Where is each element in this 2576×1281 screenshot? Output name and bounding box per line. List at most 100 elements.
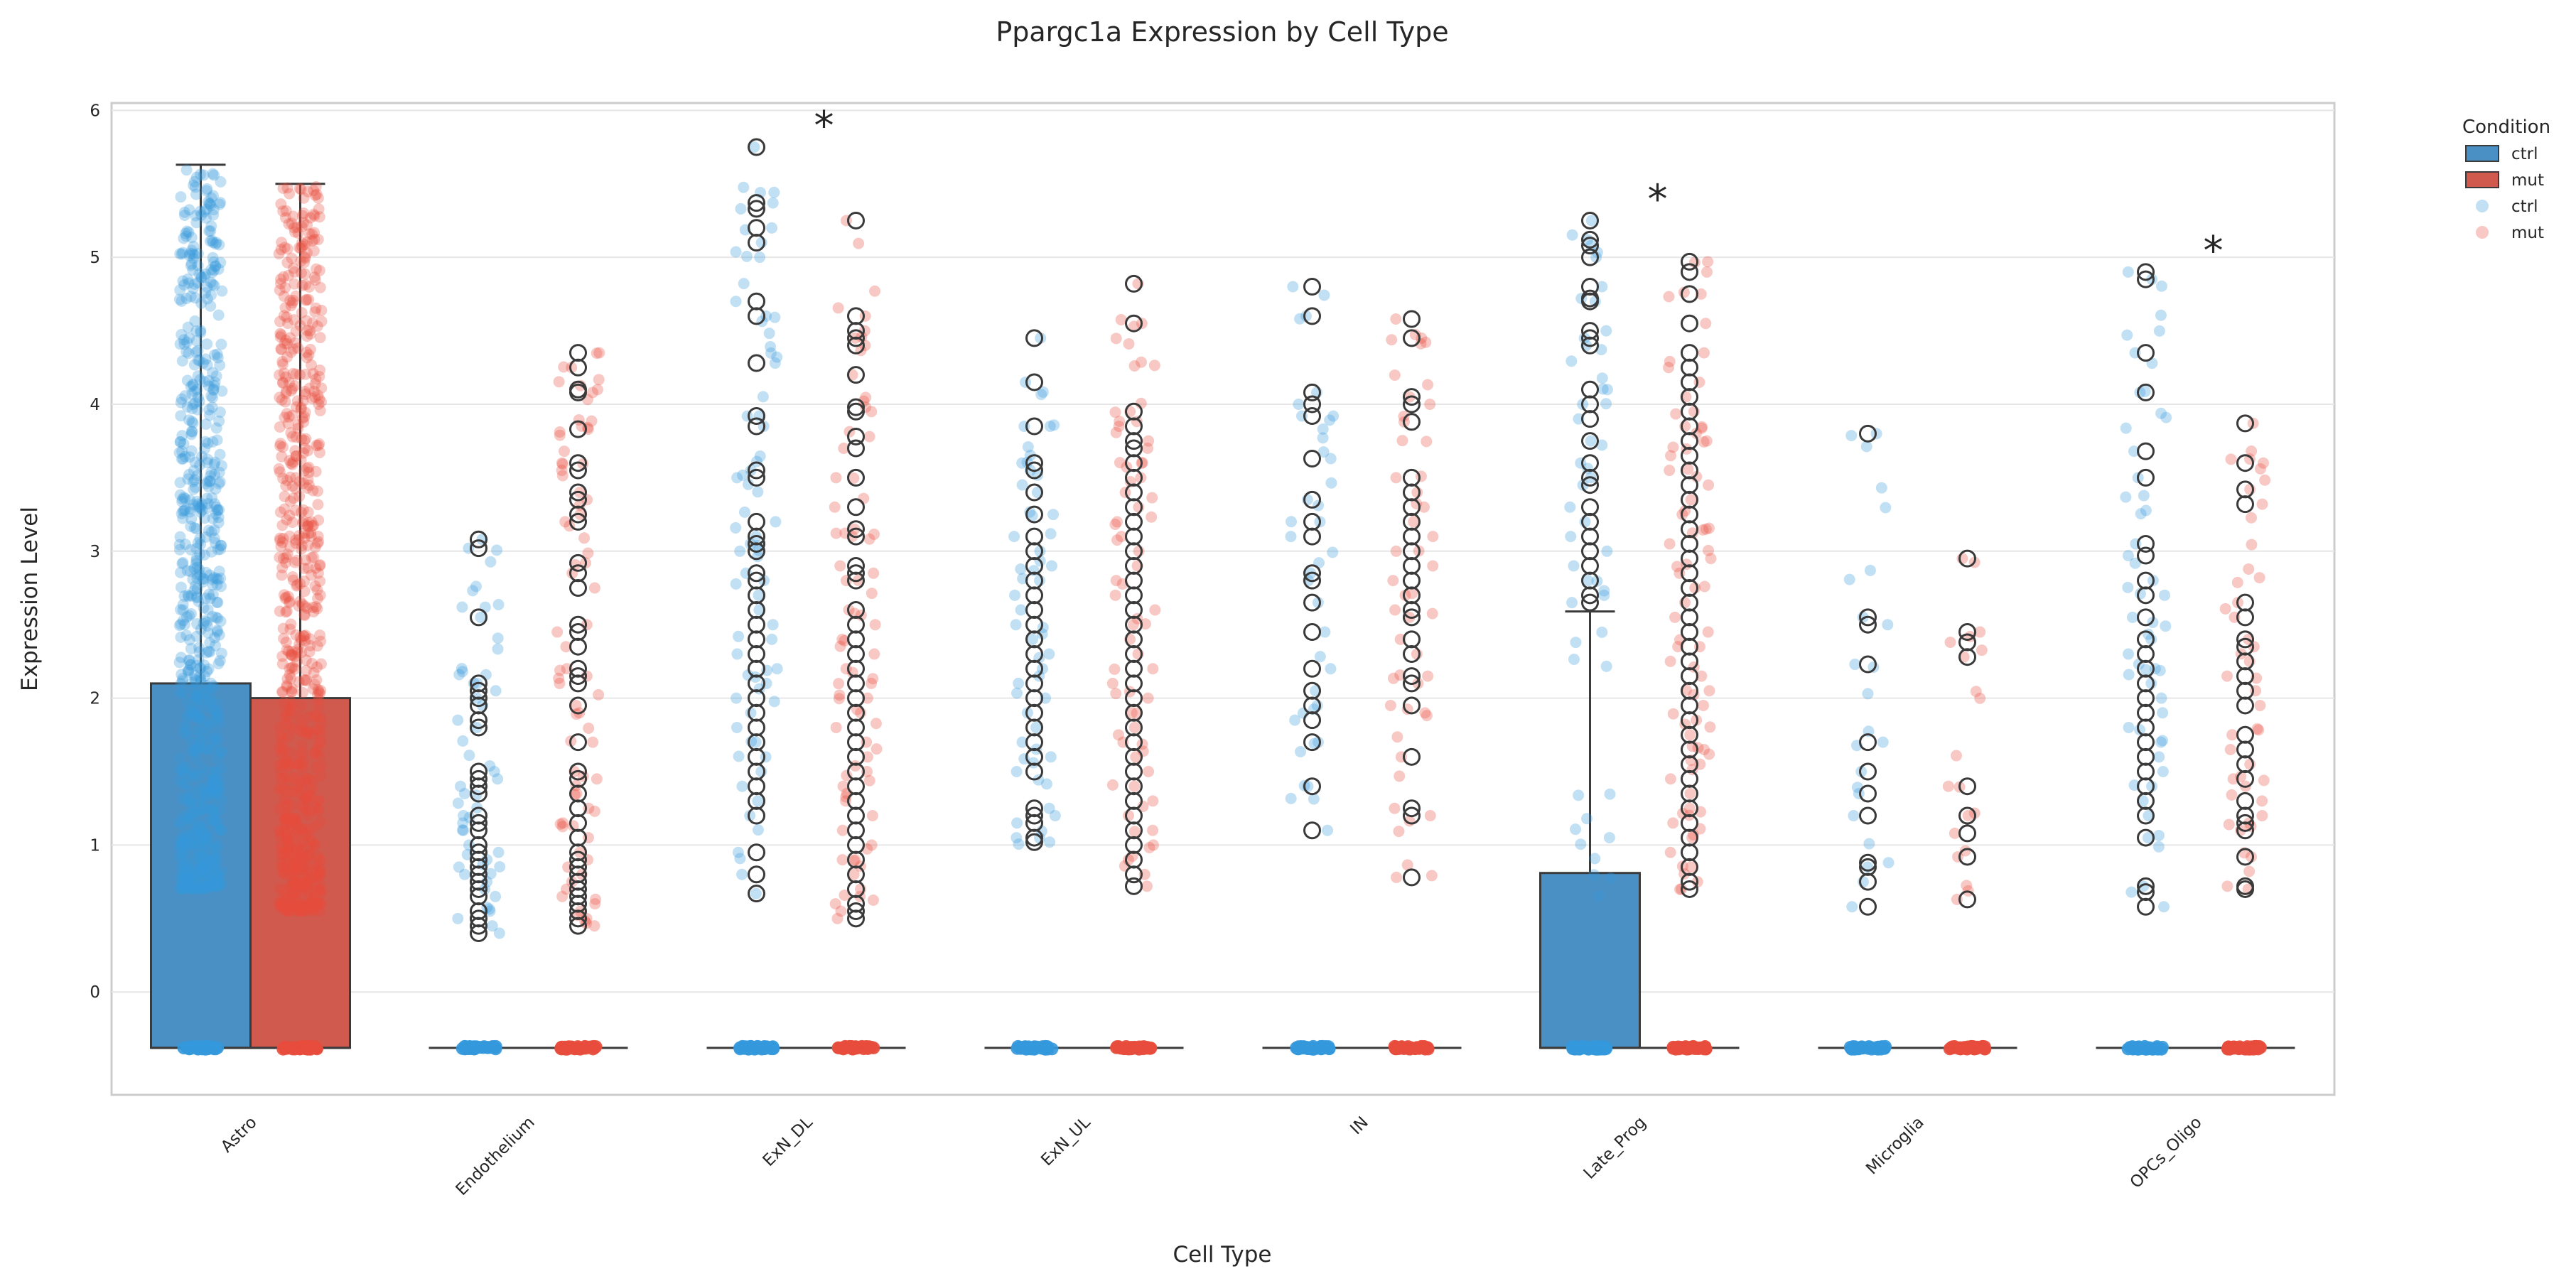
strip-point xyxy=(1115,531,1127,543)
strip-point xyxy=(176,355,188,367)
strip-point xyxy=(300,674,312,686)
strip-point xyxy=(293,529,306,541)
strip-point xyxy=(313,693,325,706)
strip-point xyxy=(587,387,599,399)
strip-point xyxy=(754,252,766,264)
strip-point xyxy=(180,859,192,871)
strip-point xyxy=(189,292,201,304)
strip-point xyxy=(1113,420,1125,432)
strip-point xyxy=(201,875,213,887)
outlier-marker xyxy=(1403,674,1421,693)
strip-point xyxy=(1317,423,1329,435)
strip-point xyxy=(2257,457,2269,469)
strip-point xyxy=(2123,669,2135,681)
outlier-marker xyxy=(748,407,765,426)
outlier-markers xyxy=(470,138,2254,943)
outlier-marker xyxy=(470,784,487,803)
outlier-marker xyxy=(569,553,587,572)
strip-point xyxy=(190,878,203,890)
outlier-marker xyxy=(847,674,865,693)
strip-point xyxy=(281,514,293,526)
strip-point xyxy=(212,352,224,364)
strip-point xyxy=(195,297,208,309)
strip-point xyxy=(286,785,298,797)
strip-point xyxy=(557,817,569,829)
strip-point xyxy=(205,225,217,237)
strip-point xyxy=(208,862,220,874)
strip-point xyxy=(1049,810,1061,822)
strip-point xyxy=(2258,774,2270,787)
strip-point xyxy=(838,443,850,455)
strip-point xyxy=(1110,688,1122,700)
strip-point xyxy=(193,867,205,880)
strip-point xyxy=(214,198,226,210)
strip-point xyxy=(1959,845,1971,857)
strip-point xyxy=(315,887,327,899)
strip-point xyxy=(290,861,302,873)
strip-point xyxy=(287,574,299,586)
strip-point xyxy=(203,877,215,889)
strip-point xyxy=(277,205,289,217)
strip-point xyxy=(289,556,301,568)
strip-point xyxy=(310,761,322,773)
strip-point xyxy=(212,784,225,796)
strip-point xyxy=(452,797,464,809)
strip-point xyxy=(180,230,192,242)
strip-point xyxy=(211,578,223,590)
strip-point xyxy=(314,629,326,642)
strip-point xyxy=(183,664,195,676)
strip-point xyxy=(1961,880,1973,892)
strip-point xyxy=(298,630,310,642)
outlier-marker xyxy=(1125,865,1143,884)
strip-point xyxy=(176,839,188,851)
strip-point xyxy=(195,762,208,774)
strip-point xyxy=(291,580,303,592)
outlier-marker xyxy=(1403,806,1421,825)
strip-point xyxy=(291,656,303,668)
strip-point xyxy=(281,243,293,255)
outlier-marker xyxy=(1581,329,1599,347)
strip-point xyxy=(830,721,842,733)
strip-point xyxy=(209,498,221,510)
strip-point xyxy=(185,785,197,797)
strip-point xyxy=(745,707,757,719)
strip-point xyxy=(295,507,307,519)
outlier-marker xyxy=(1581,211,1599,229)
strip-point xyxy=(301,352,313,364)
strip-point xyxy=(192,711,204,723)
strip-point xyxy=(276,782,288,794)
strip-point xyxy=(293,855,305,867)
strip-point xyxy=(302,473,314,485)
strip-point xyxy=(207,512,219,524)
outlier-marker xyxy=(1403,608,1421,627)
strip-point xyxy=(284,662,296,674)
strip-point xyxy=(769,357,781,369)
strip-point xyxy=(306,569,318,581)
strip-point xyxy=(193,498,205,510)
strip-point xyxy=(589,1040,603,1054)
strip-point xyxy=(280,905,292,917)
legend-swatch-point-mut xyxy=(2476,226,2489,239)
strip-point xyxy=(288,853,300,865)
outlier-marker xyxy=(1403,329,1421,347)
outlier-marker xyxy=(569,461,587,480)
strip-point xyxy=(1034,545,1046,557)
strip-point xyxy=(280,706,292,718)
strip-point xyxy=(188,826,200,838)
strip-point xyxy=(2125,886,2138,898)
strip-point xyxy=(299,600,311,612)
strip-point xyxy=(301,899,313,911)
strip-point xyxy=(1598,589,1610,601)
strip-point xyxy=(190,826,203,838)
significance-star: * xyxy=(814,103,834,149)
strip-point xyxy=(289,867,301,879)
strip-point xyxy=(1112,729,1124,741)
strip-point xyxy=(281,548,293,561)
strip-point xyxy=(186,840,198,852)
strip-point xyxy=(279,885,291,897)
strip-point xyxy=(205,682,217,694)
strip-point xyxy=(274,826,286,838)
strip-point xyxy=(299,252,311,264)
